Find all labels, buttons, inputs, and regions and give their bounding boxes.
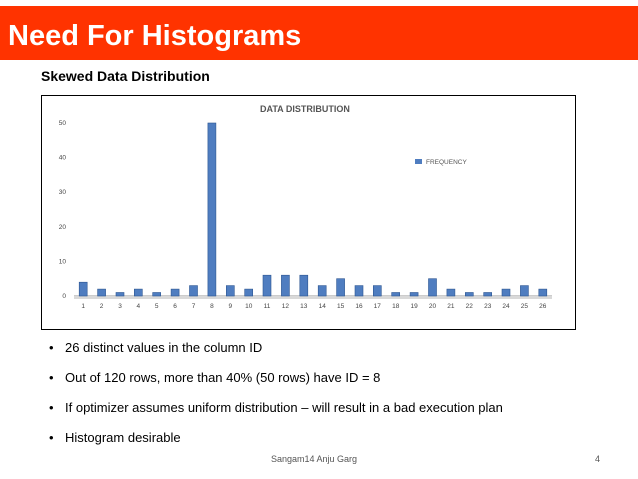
x-tick-labels: 1 2 3 4 5 6 7 8 9 10 11 12 13 14 15 16 17 18 19 20 21 22 23 24 2… bbox=[81, 303, 546, 310]
y-tick-label: 40 bbox=[59, 155, 67, 162]
x-tick-label: 7 bbox=[192, 303, 196, 310]
x-tick-label: 18 bbox=[392, 303, 400, 310]
bar-4 bbox=[134, 288, 143, 297]
x-tick-label: 10 bbox=[245, 303, 253, 310]
bar-1 bbox=[78, 281, 88, 297]
chart-frame: DATA DISTRIBUTION 1 2 3 4 5 6 7 8 9 10 11 12 13 14 15 1… bbox=[41, 95, 576, 330]
bullet-item: Out of 120 rows, more than 40% (50 rows)… bbox=[49, 369, 503, 399]
x-tick-label: 26 bbox=[539, 303, 547, 310]
bar-13 bbox=[299, 274, 309, 297]
x-tick-label: 13 bbox=[300, 303, 308, 310]
y-tick-label: 50 bbox=[59, 120, 67, 127]
bar-19 bbox=[409, 292, 419, 297]
bullet-list: 26 distinct values in the column ID Out … bbox=[49, 339, 503, 459]
chart-axes bbox=[74, 295, 552, 299]
bar-24 bbox=[501, 288, 511, 297]
x-tick-label: 21 bbox=[447, 303, 455, 310]
footer-text: Sangam14 Anju Garg bbox=[271, 454, 358, 464]
x-tick-label: 12 bbox=[282, 303, 290, 310]
bar-23 bbox=[483, 292, 493, 297]
title-bar: Need For Histograms bbox=[0, 6, 638, 60]
y-tick-label: 30 bbox=[59, 189, 67, 196]
bar-25 bbox=[520, 285, 529, 297]
x-tick-label: 24 bbox=[502, 303, 510, 310]
y-tick-label: 20 bbox=[59, 224, 67, 231]
bar-26 bbox=[538, 288, 548, 297]
page-number: 4 bbox=[595, 454, 601, 464]
bar-10 bbox=[244, 288, 253, 297]
y-tick-labels: 0 10 20 30 40 50 bbox=[59, 120, 67, 300]
chart-title: DATA DISTRIBUTION bbox=[260, 104, 350, 114]
x-tick-label: 8 bbox=[210, 303, 214, 310]
bar-20 bbox=[428, 278, 437, 297]
bar-11 bbox=[262, 274, 272, 297]
bar-18 bbox=[391, 292, 401, 297]
bar-22 bbox=[464, 292, 474, 297]
y-tick-label: 0 bbox=[62, 293, 66, 300]
slide-title: Need For Histograms bbox=[8, 20, 302, 52]
bar-3 bbox=[115, 292, 125, 297]
bullet-item: 26 distinct values in the column ID bbox=[49, 339, 503, 369]
bar-12 bbox=[281, 274, 290, 297]
bar-17 bbox=[372, 285, 382, 297]
bar-16 bbox=[354, 285, 364, 297]
x-tick-label: 14 bbox=[319, 303, 327, 310]
x-tick-label: 4 bbox=[136, 303, 140, 310]
x-tick-label: 17 bbox=[374, 303, 382, 310]
chart-floor bbox=[74, 296, 552, 299]
x-tick-label: 11 bbox=[264, 303, 271, 310]
bullet-item: Histogram desirable bbox=[49, 429, 503, 459]
bar-5 bbox=[152, 292, 161, 297]
x-tick-label: 2 bbox=[100, 303, 104, 310]
x-tick-label: 25 bbox=[521, 303, 529, 310]
legend: FREQUENCY bbox=[415, 159, 467, 166]
x-tick-label: 23 bbox=[484, 303, 492, 310]
bar-21 bbox=[446, 288, 456, 297]
chart-bars bbox=[78, 122, 548, 297]
bar-2 bbox=[97, 288, 106, 297]
x-tick-label: 19 bbox=[410, 303, 418, 310]
x-tick-label: 20 bbox=[429, 303, 437, 310]
x-tick-label: 15 bbox=[337, 303, 345, 310]
x-tick-label: 5 bbox=[155, 303, 159, 310]
bar-8 bbox=[207, 122, 217, 297]
x-tick-label: 22 bbox=[466, 303, 474, 310]
legend-swatch bbox=[415, 159, 422, 164]
legend-label: FREQUENCY bbox=[426, 159, 467, 166]
bar-14 bbox=[317, 285, 327, 297]
bar-chart: DATA DISTRIBUTION 1 2 3 4 5 6 7 8 9 10 11 12 13 14 15 1… bbox=[59, 104, 552, 310]
bullet-item: If optimizer assumes uniform distributio… bbox=[49, 399, 503, 429]
slide-subtitle: Skewed Data Distribution bbox=[41, 68, 210, 84]
bar-7 bbox=[189, 285, 198, 297]
bar-6 bbox=[170, 288, 180, 297]
x-tick-label: 3 bbox=[118, 303, 122, 310]
x-tick-label: 9 bbox=[228, 303, 232, 310]
bar-15 bbox=[336, 278, 345, 297]
bar-9 bbox=[226, 285, 235, 297]
x-tick-label: 16 bbox=[355, 303, 363, 310]
y-tick-label: 10 bbox=[59, 258, 67, 265]
x-tick-label: 6 bbox=[173, 303, 177, 310]
x-tick-label: 1 bbox=[81, 303, 85, 310]
